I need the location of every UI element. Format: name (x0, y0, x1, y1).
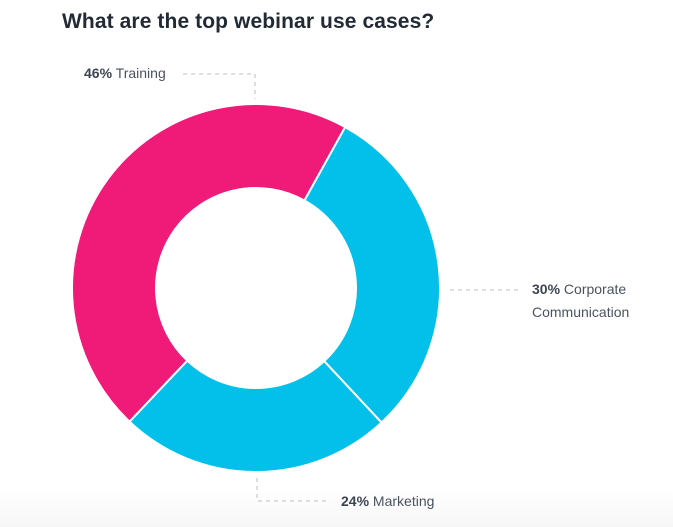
label-training: 46% Training (84, 62, 166, 85)
label-corporate: 30% Corporate Communication (532, 278, 629, 324)
label-marketing-name: Marketing (372, 493, 435, 509)
label-corporate-name: Corporate (563, 281, 627, 297)
label-training-pct: 46% (84, 65, 113, 81)
leader-line-marketing (256, 478, 330, 502)
slice-marketing (128, 359, 383, 473)
slice-training (71, 103, 347, 424)
chart-title: What are the top webinar use cases? (62, 10, 435, 33)
label-marketing-pct: 24% (341, 493, 370, 509)
label-corporate-pct: 30% (532, 281, 561, 297)
label-corporate-name2: Communication (532, 304, 630, 320)
slice-corporate (303, 125, 441, 424)
label-training-name: Training (115, 65, 166, 81)
leader-line-training (183, 73, 256, 99)
label-marketing: 24% Marketing (341, 490, 434, 513)
